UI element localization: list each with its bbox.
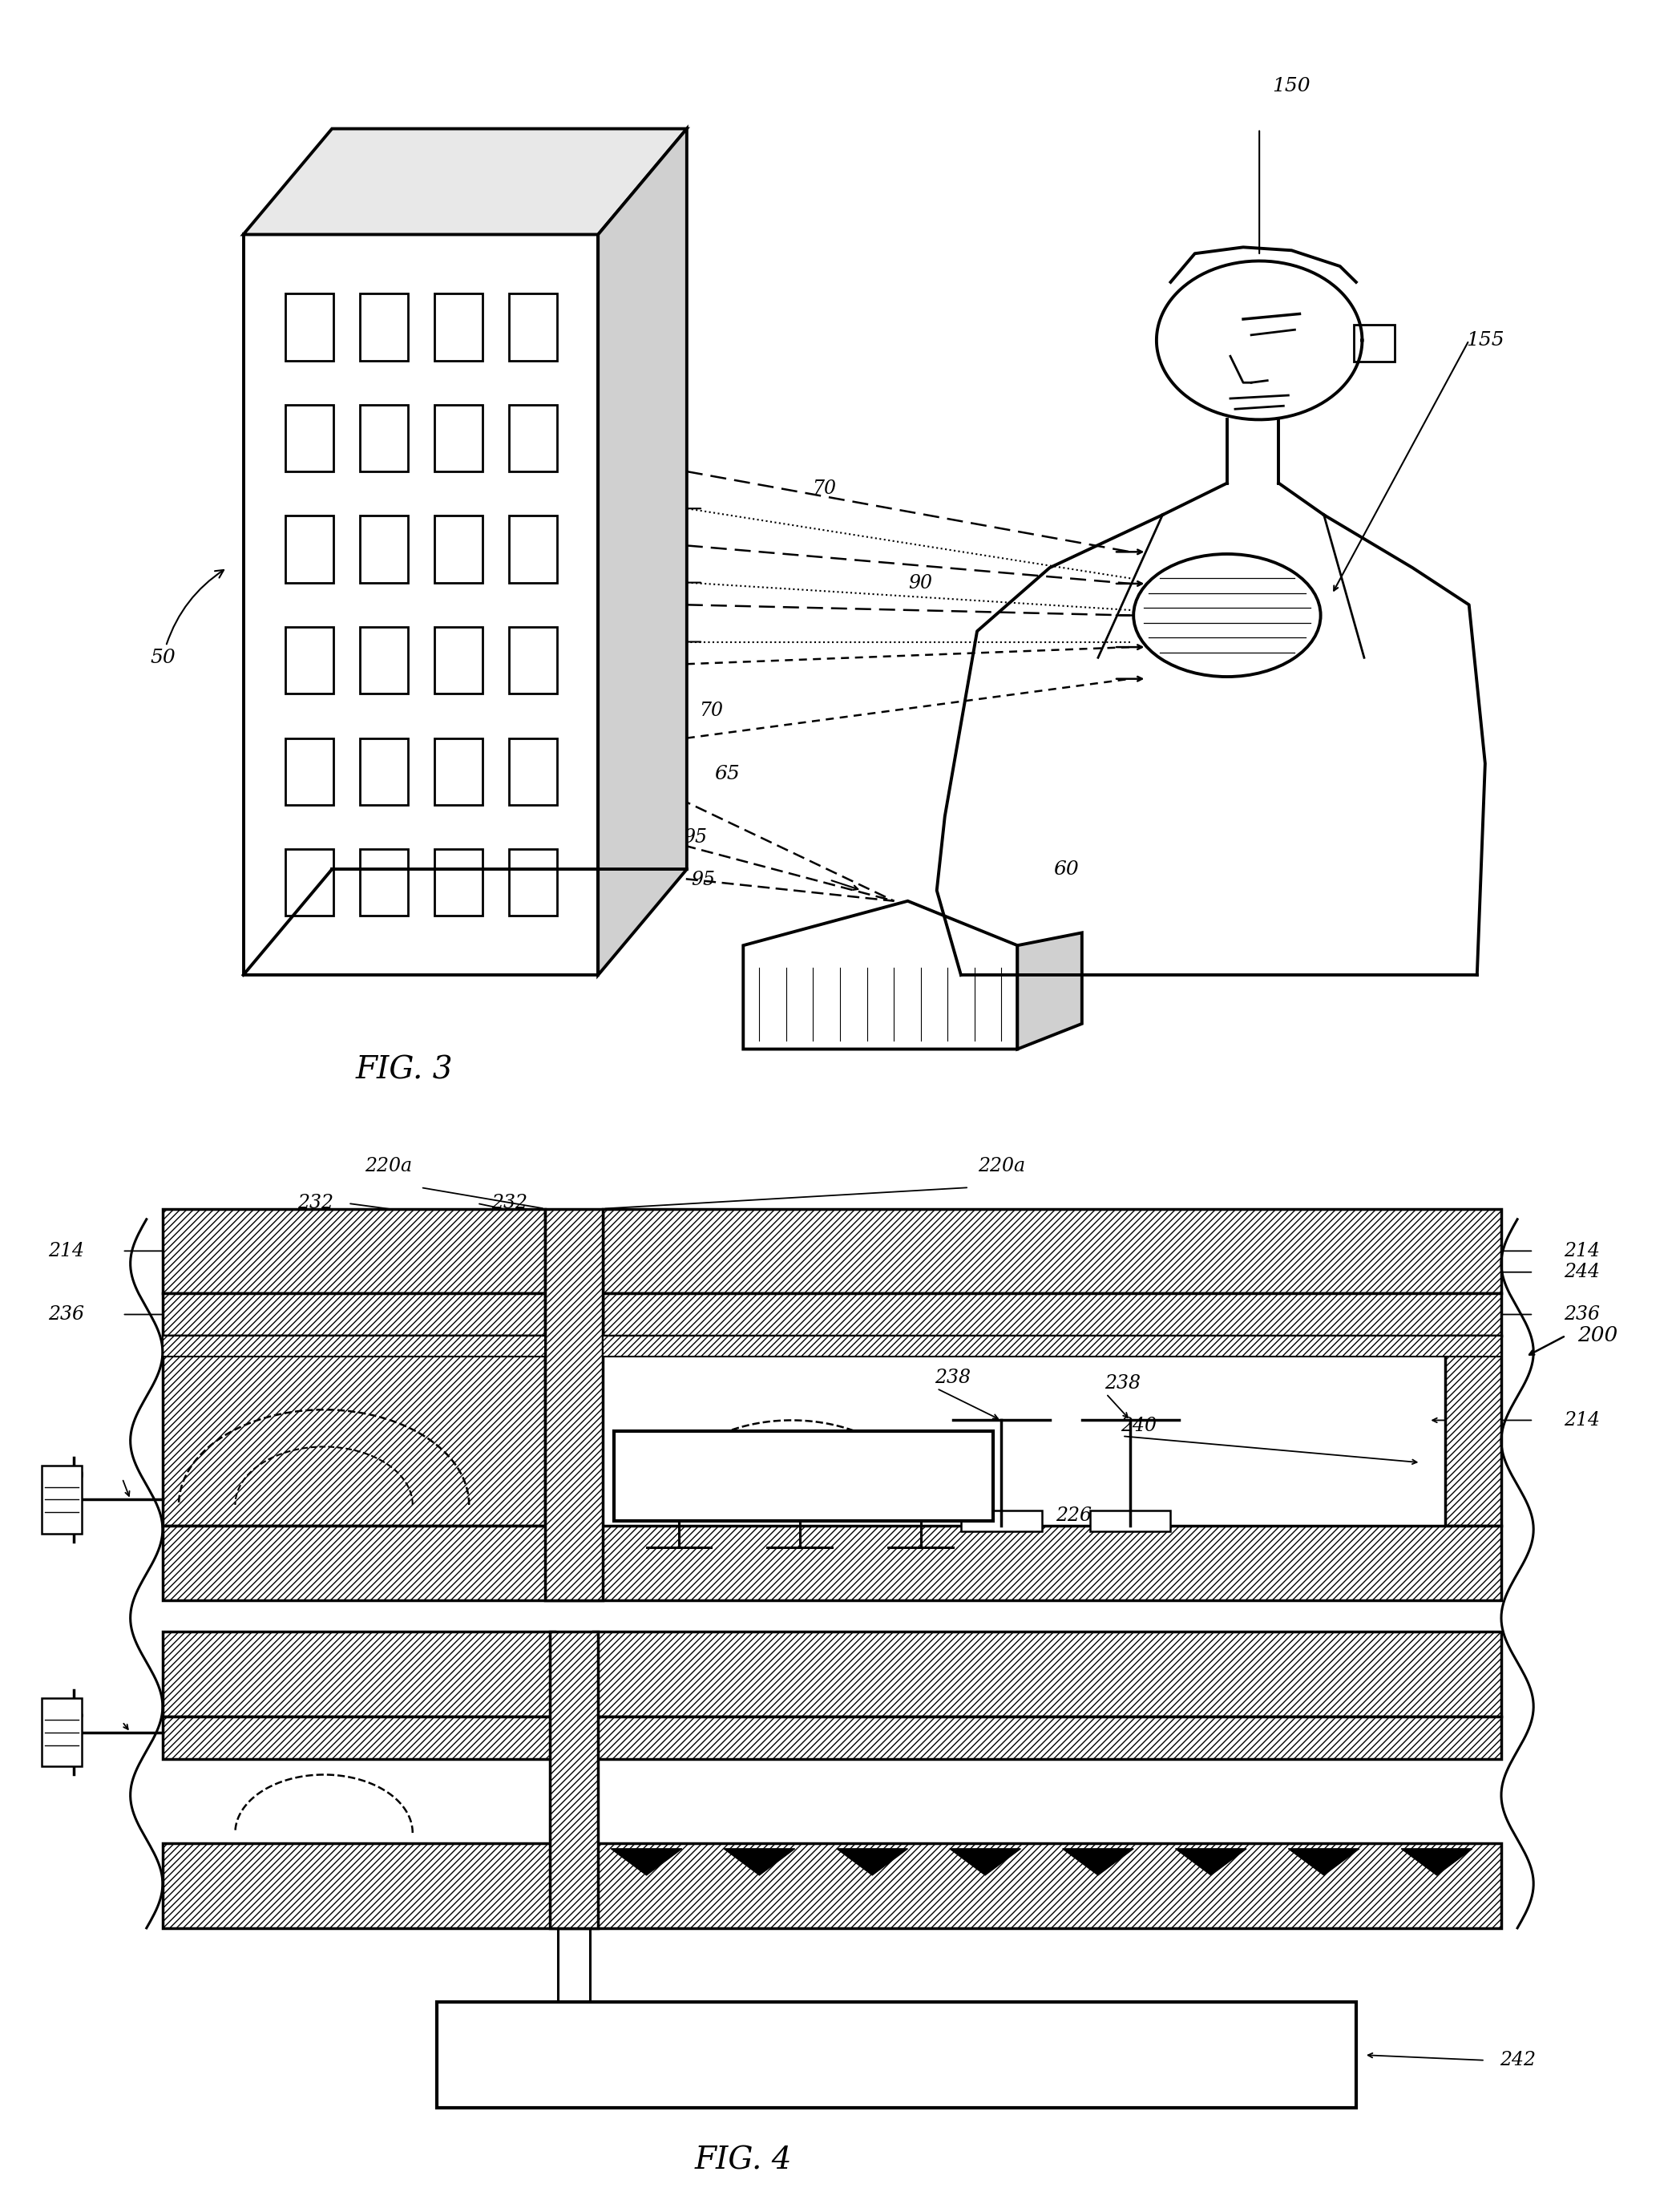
Polygon shape — [593, 1717, 1502, 1759]
Text: 90: 90 — [909, 575, 932, 593]
Text: DRIVER ELECTRONICS: DRIVER ELECTRONICS — [778, 2045, 1015, 2063]
Polygon shape — [1018, 932, 1082, 1049]
Bar — [42, 1466, 82, 1534]
Text: 232: 232 — [491, 1195, 528, 1212]
Polygon shape — [163, 1336, 544, 1358]
Bar — [603, 1336, 1445, 1525]
Polygon shape — [837, 1849, 907, 1876]
Polygon shape — [949, 1849, 1021, 1876]
Polygon shape — [163, 1525, 1502, 1600]
Polygon shape — [612, 1849, 682, 1876]
Text: 150: 150 — [1272, 77, 1310, 95]
Text: 70: 70 — [811, 478, 837, 498]
Text: 232: 232 — [297, 1195, 334, 1212]
Bar — [615, 1430, 993, 1521]
Text: 230: 230 — [822, 1437, 858, 1457]
Text: 70: 70 — [618, 458, 642, 476]
Text: 90: 90 — [610, 417, 635, 434]
Text: 236: 236 — [1564, 1305, 1599, 1325]
Polygon shape — [163, 1336, 544, 1525]
Polygon shape — [1062, 1849, 1134, 1876]
Text: 238: 238 — [934, 1369, 971, 1386]
Text: 214: 214 — [47, 1241, 84, 1261]
Bar — [1090, 1510, 1171, 1532]
Polygon shape — [593, 1631, 1502, 1717]
Bar — [42, 1699, 82, 1765]
Polygon shape — [1289, 1849, 1359, 1876]
Text: 80: 80 — [497, 395, 521, 412]
Text: 238: 238 — [1104, 1373, 1141, 1393]
Text: 155: 155 — [1467, 331, 1504, 350]
Polygon shape — [603, 1336, 1502, 1358]
Text: 246: 246 — [491, 2061, 528, 2081]
Polygon shape — [163, 1717, 554, 1759]
Polygon shape — [163, 1208, 544, 1294]
Text: 246: 246 — [491, 1902, 528, 1922]
Text: 95: 95 — [690, 871, 716, 888]
Polygon shape — [163, 1294, 544, 1336]
Bar — [593, 1759, 1502, 1843]
Text: 244: 244 — [1564, 1263, 1599, 1281]
Polygon shape — [743, 901, 1018, 1049]
Text: 248: 248 — [47, 1713, 84, 1730]
Text: 226: 226 — [1055, 1505, 1092, 1525]
Text: 214: 214 — [1564, 1411, 1599, 1430]
Polygon shape — [549, 1631, 598, 1928]
Text: 70: 70 — [699, 701, 722, 721]
Circle shape — [1134, 553, 1320, 677]
Text: 220a: 220a — [978, 1157, 1025, 1175]
Polygon shape — [603, 1208, 1502, 1294]
Polygon shape — [244, 234, 598, 974]
Text: 214: 214 — [1564, 1241, 1599, 1261]
Text: 236: 236 — [47, 1305, 84, 1325]
Polygon shape — [598, 128, 687, 974]
Polygon shape — [1401, 1849, 1472, 1876]
Polygon shape — [724, 1849, 795, 1876]
Bar — [961, 1510, 1042, 1532]
Bar — [437, 2001, 1356, 2107]
Text: 220a: 220a — [365, 1157, 412, 1175]
Polygon shape — [1176, 1849, 1247, 1876]
Text: 228: 228 — [444, 1490, 479, 1510]
Text: 240: 240 — [1121, 1417, 1156, 1435]
Polygon shape — [603, 1294, 1502, 1336]
Text: FIG. 4: FIG. 4 — [694, 2147, 791, 2175]
Text: 95: 95 — [682, 829, 707, 846]
Polygon shape — [163, 1631, 554, 1717]
Text: 65: 65 — [714, 765, 739, 782]
Text: 250: 250 — [47, 1470, 84, 1488]
Text: 50: 50 — [150, 571, 223, 668]
Text: 200: 200 — [1578, 1325, 1618, 1347]
Text: FIG. 3: FIG. 3 — [356, 1056, 454, 1084]
Polygon shape — [244, 128, 687, 234]
Polygon shape — [163, 1843, 1502, 1928]
Bar — [163, 1759, 554, 1843]
Text: 242: 242 — [1499, 2052, 1536, 2070]
Polygon shape — [1445, 1336, 1502, 1525]
Text: FET: FET — [783, 1466, 825, 1485]
Polygon shape — [544, 1208, 603, 1600]
Text: 222: 222 — [370, 1505, 407, 1525]
Text: 60: 60 — [1053, 860, 1079, 879]
Bar — [163, 1336, 544, 1525]
